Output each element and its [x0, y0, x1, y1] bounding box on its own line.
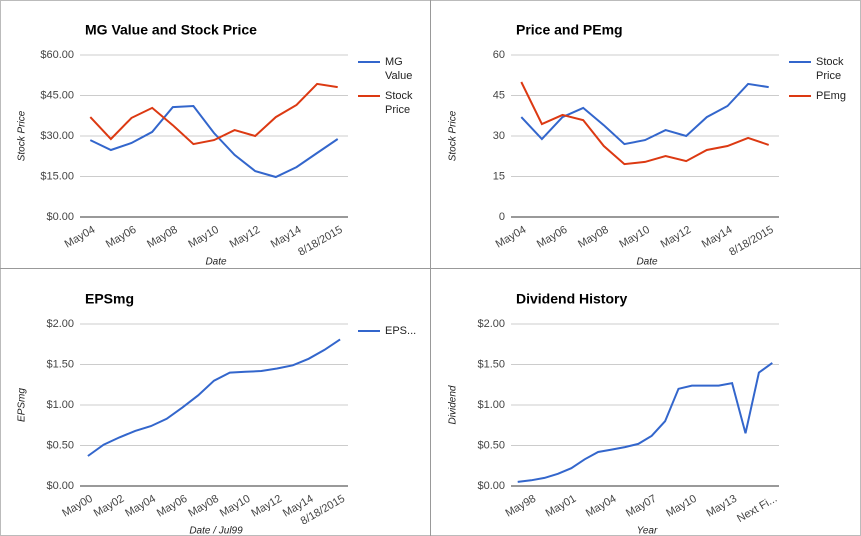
series-line: [517, 362, 773, 483]
y-tick-label: $1.00: [46, 399, 74, 411]
y-tick-label: $45.00: [40, 89, 74, 101]
series-line: [87, 338, 341, 457]
y-tick-label: 30: [493, 130, 505, 142]
y-tick-label: $30.00: [40, 130, 74, 142]
x-axis-title: Date: [636, 257, 658, 268]
series-line: [89, 104, 339, 179]
legend-label: Stock Price: [816, 56, 847, 82]
y-axis-title: Stock Price: [448, 110, 459, 161]
y-tick-label: $0.00: [46, 211, 74, 223]
y-tick-label: $0.00: [46, 480, 74, 492]
y-tick-label: $2.00: [46, 318, 74, 330]
legend-label: PEmg: [816, 90, 846, 102]
series-line: [520, 82, 769, 146]
y-axis-title: Dividend: [448, 385, 459, 424]
y-tick-label: 60: [493, 49, 505, 61]
y-tick-label: $15.00: [40, 170, 74, 182]
y-tick-label: $0.50: [46, 439, 74, 451]
x-axis-title: Year: [637, 526, 658, 536]
y-tick-label: $2.00: [477, 318, 505, 330]
y-tick-label: $60.00: [40, 49, 74, 61]
y-tick-label: $0.50: [477, 439, 505, 451]
y-tick-label: $1.00: [477, 399, 505, 411]
x-axis-title: Date: [205, 257, 227, 268]
y-axis-title: EPSmg: [17, 388, 28, 422]
legend-label: Stock Price: [385, 90, 416, 116]
legend-label: MG Value: [385, 56, 412, 82]
y-tick-label: $0.00: [477, 480, 505, 492]
chart-title: Dividend History: [516, 291, 627, 307]
legend-label: EPS...: [385, 325, 416, 337]
y-axis-title: Stock Price: [17, 110, 28, 161]
chart-title: EPSmg: [85, 291, 134, 307]
series-line: [89, 82, 338, 146]
series-line: [520, 81, 770, 166]
y-tick-label: 45: [493, 89, 505, 101]
y-tick-label: $1.50: [46, 358, 74, 370]
y-tick-label: 0: [499, 211, 505, 223]
y-tick-label: 15: [493, 170, 505, 182]
x-axis-title: Date / Jul99: [189, 526, 243, 536]
y-tick-label: $1.50: [477, 358, 505, 370]
chart-title: MG Value and Stock Price: [85, 22, 257, 38]
chart-title: Price and PEmg: [516, 22, 623, 38]
